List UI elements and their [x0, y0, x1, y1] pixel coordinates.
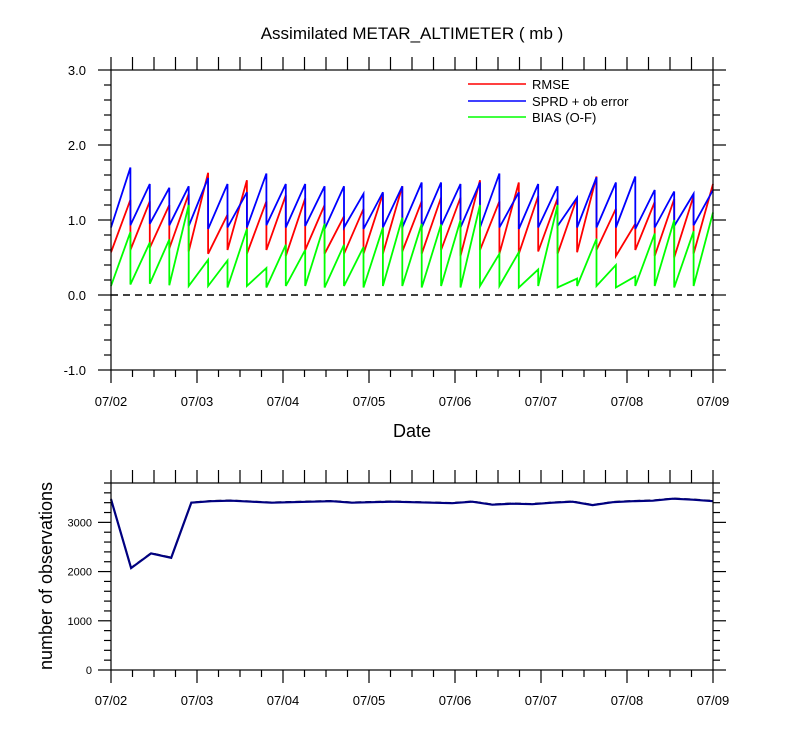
bottom-y-tick-labels: 0 1000 2000 3000 — [68, 517, 92, 677]
x-tick-label: 07/08 — [611, 394, 644, 409]
x-tick-label: 07/07 — [525, 394, 558, 409]
obs-count-line-used — [109, 497, 714, 570]
bottom-chart: 07/02 07/03 07/04 07/05 07/06 07/07 07/08 07/09… — [36, 470, 729, 708]
top-ticks-group — [98, 57, 726, 383]
x-tick-label: 07/04 — [267, 394, 300, 409]
x-tick-label: 07/09 — [697, 394, 730, 409]
y-tick-label: 2.0 — [68, 138, 86, 153]
bottom-ticks-group — [98, 470, 726, 683]
x-tick-label: 07/07 — [525, 693, 558, 708]
y-tick-label: 3.0 — [68, 63, 86, 78]
legend-label-rmse: RMSE — [532, 77, 570, 92]
bottom-x-tick-labels: 07/02 07/03 07/04 07/05 07/06 07/07 07/08 07/09 — [95, 693, 730, 708]
x-tick-label: 07/04 — [267, 693, 300, 708]
top-series-group — [110, 167, 714, 290]
x-tick-label: 07/05 — [353, 693, 386, 708]
series-line-bias-o-f — [110, 204, 714, 290]
top-plot-frame — [110, 69, 714, 371]
series-line-rmse — [110, 172, 714, 260]
x-axis-title: Date — [393, 421, 431, 441]
y-tick-label: 0.0 — [68, 288, 86, 303]
y-tick-label: 3000 — [68, 517, 92, 529]
top-x-tick-labels: 07/02 07/03 07/04 07/05 07/06 07/07 07/08 07/09 — [95, 394, 730, 409]
top-chart: Assimilated METAR_ALTIMETER ( mb ) 07/02… — [64, 24, 730, 441]
x-tick-label: 07/08 — [611, 693, 644, 708]
x-tick-label: 07/02 — [95, 394, 128, 409]
y-axis-title: number of observations — [36, 482, 56, 670]
y-tick-label: -1.0 — [64, 363, 86, 378]
y-tick-label: 0 — [86, 665, 92, 677]
legend-label-sprd: SPRD + ob error — [532, 94, 629, 109]
y-tick-label: 1000 — [68, 616, 92, 628]
x-tick-label: 07/06 — [439, 394, 472, 409]
legend: RMSE SPRD + ob error BIAS (O-F) — [468, 77, 629, 125]
series-line-sprd-ob-error — [110, 167, 714, 231]
x-tick-label: 07/03 — [181, 394, 214, 409]
y-tick-label: 2000 — [68, 567, 92, 579]
y-tick-label: 1.0 — [68, 213, 86, 228]
x-tick-label: 07/02 — [95, 693, 128, 708]
bottom-series-group — [109, 497, 714, 570]
chart-title: Assimilated METAR_ALTIMETER ( mb ) — [261, 24, 564, 43]
x-tick-label: 07/03 — [181, 693, 214, 708]
top-y-tick-labels: -1.0 0.0 1.0 2.0 3.0 — [64, 63, 86, 378]
x-tick-label: 07/09 — [697, 693, 730, 708]
obs-count-line-possible — [110, 497, 714, 569]
legend-label-bias: BIAS (O-F) — [532, 110, 596, 125]
bottom-plot-frame — [110, 482, 714, 671]
x-tick-label: 07/06 — [439, 693, 472, 708]
x-tick-label: 07/05 — [353, 394, 386, 409]
